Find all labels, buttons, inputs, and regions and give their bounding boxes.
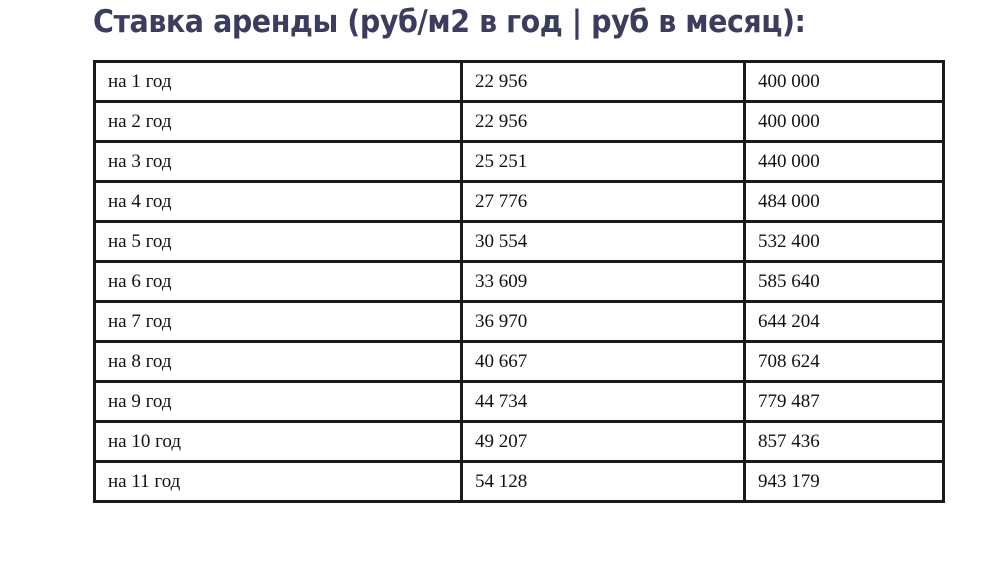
cell-term: на 2 год <box>93 100 463 143</box>
cell-term: на 10 год <box>93 420 463 463</box>
cell-rate-per-m2-year: 36 970 <box>460 300 746 343</box>
cell-term: на 1 год <box>93 60 463 103</box>
cell-rate-per-month: 585 640 <box>743 260 945 303</box>
table-row: на 4 год 27 776 484 000 <box>93 180 945 223</box>
cell-rate-per-m2-year: 22 956 <box>460 100 746 143</box>
cell-rate-per-month: 644 204 <box>743 300 945 343</box>
cell-rate-per-month: 708 624 <box>743 340 945 383</box>
cell-term: на 3 год <box>93 140 463 183</box>
cell-term: на 4 год <box>93 180 463 223</box>
cell-rate-per-m2-year: 49 207 <box>460 420 746 463</box>
table-row: на 9 год 44 734 779 487 <box>93 380 945 423</box>
cell-rate-per-month: 532 400 <box>743 220 945 263</box>
table-row: на 7 год 36 970 644 204 <box>93 300 945 343</box>
cell-rate-per-month: 779 487 <box>743 380 945 423</box>
cell-rate-per-m2-year: 25 251 <box>460 140 746 183</box>
table-row: на 10 год 49 207 857 436 <box>93 420 945 463</box>
cell-rate-per-m2-year: 33 609 <box>460 260 746 303</box>
table-row: на 3 год 25 251 440 000 <box>93 140 945 183</box>
cell-rate-per-month: 484 000 <box>743 180 945 223</box>
cell-rate-per-month: 400 000 <box>743 100 945 143</box>
cell-term: на 9 год <box>93 380 463 423</box>
cell-term: на 8 год <box>93 340 463 383</box>
cell-term: на 7 год <box>93 300 463 343</box>
cell-rate-per-m2-year: 30 554 <box>460 220 746 263</box>
cell-rate-per-month: 943 179 <box>743 460 945 503</box>
cell-rate-per-m2-year: 22 956 <box>460 60 746 103</box>
page-title: Ставка аренды (руб/м2 в год | руб в меся… <box>93 4 806 40</box>
table-row: на 11 год 54 128 943 179 <box>93 460 945 503</box>
cell-term: на 6 год <box>93 260 463 303</box>
cell-rate-per-m2-year: 54 128 <box>460 460 746 503</box>
table-row: на 6 год 33 609 585 640 <box>93 260 945 303</box>
table-row: на 2 год 22 956 400 000 <box>93 100 945 143</box>
cell-rate-per-month: 440 000 <box>743 140 945 183</box>
cell-rate-per-m2-year: 40 667 <box>460 340 746 383</box>
cell-rate-per-m2-year: 27 776 <box>460 180 746 223</box>
cell-rate-per-month: 400 000 <box>743 60 945 103</box>
cell-rate-per-m2-year: 44 734 <box>460 380 746 423</box>
table-row: на 5 год 30 554 532 400 <box>93 220 945 263</box>
cell-term: на 11 год <box>93 460 463 503</box>
table-row: на 8 год 40 667 708 624 <box>93 340 945 383</box>
cell-term: на 5 год <box>93 220 463 263</box>
cell-rate-per-month: 857 436 <box>743 420 945 463</box>
table-row: на 1 год 22 956 400 000 <box>93 60 945 103</box>
rent-rate-table: на 1 год 22 956 400 000 на 2 год 22 956 400 0… <box>93 60 945 503</box>
